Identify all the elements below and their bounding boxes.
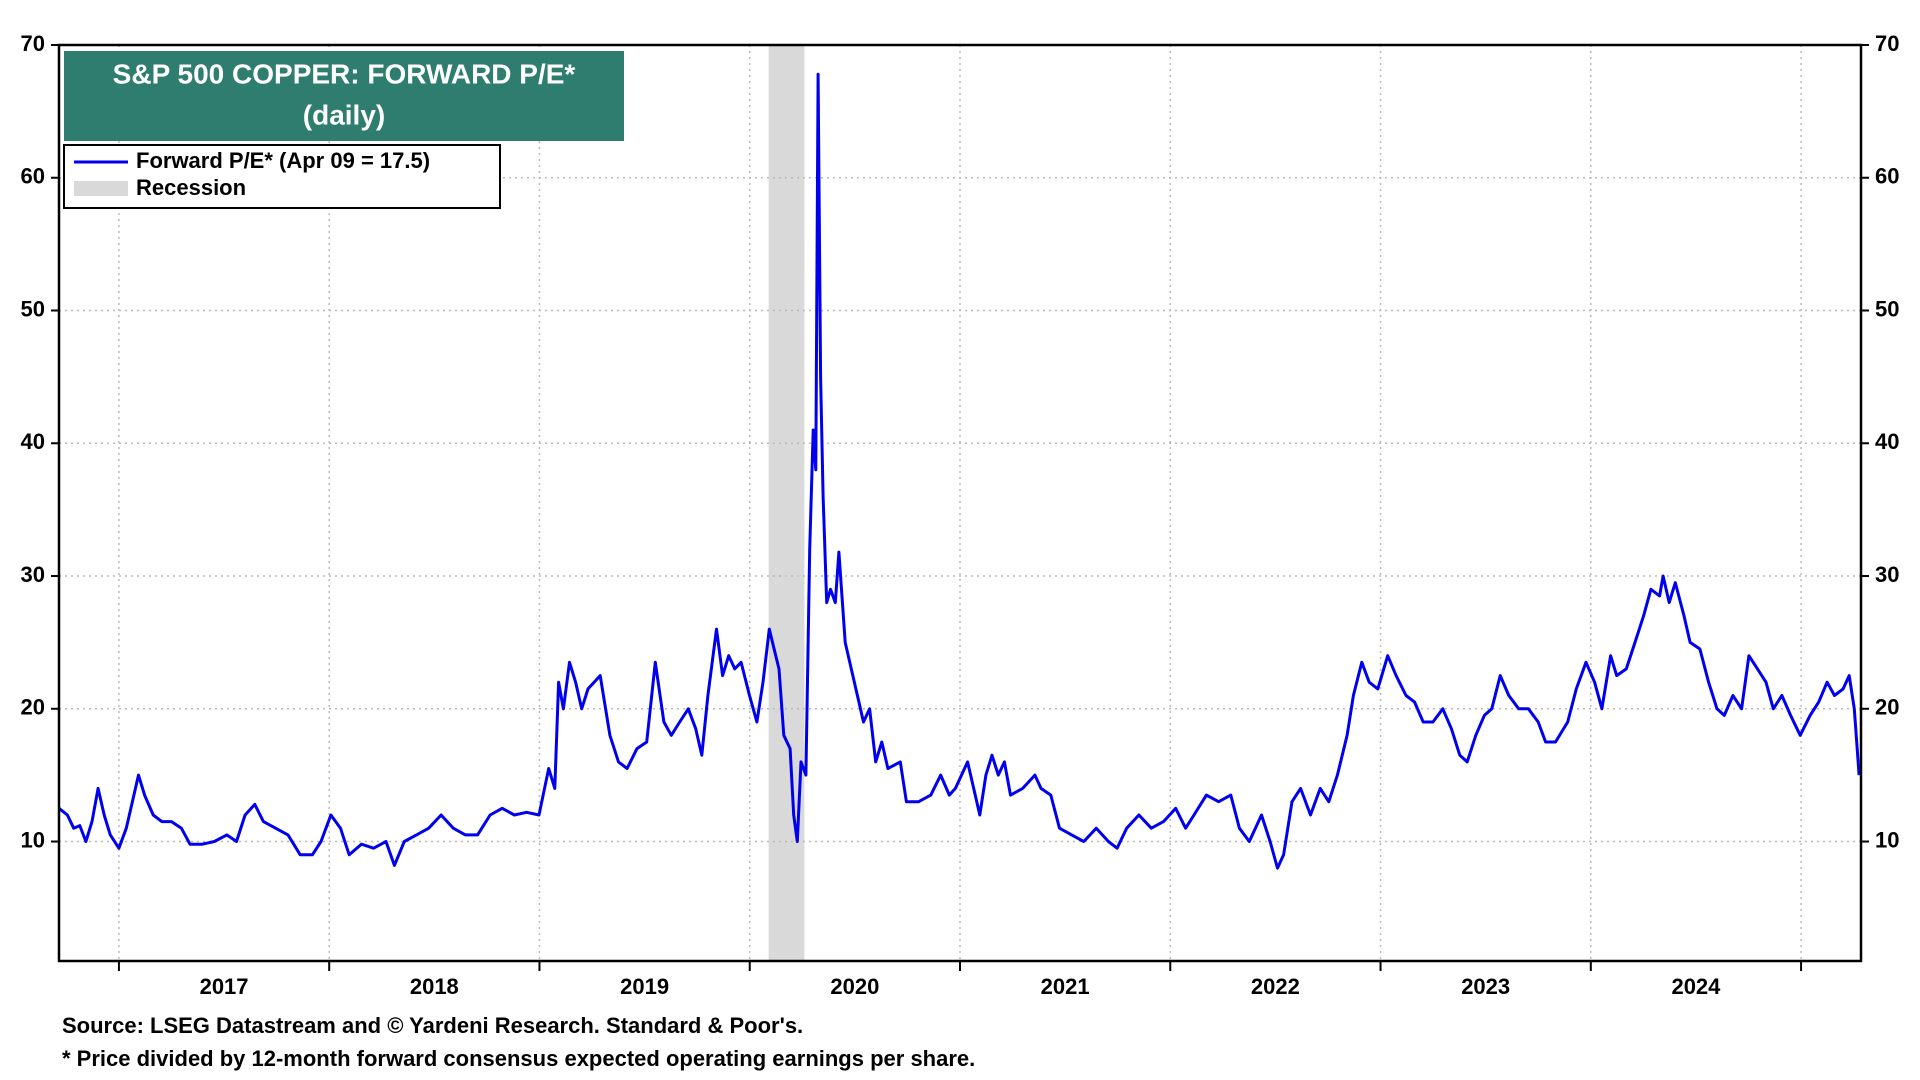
y2-tick-label: 10 bbox=[1875, 827, 1899, 852]
y2-tick-label: 60 bbox=[1875, 164, 1899, 189]
y-tick-label: 10 bbox=[21, 827, 45, 852]
y-tick-label: 30 bbox=[21, 562, 45, 587]
y-tick-label: 50 bbox=[21, 296, 45, 321]
x-tick-label: 2024 bbox=[1671, 974, 1721, 999]
y-tick-label: 20 bbox=[21, 695, 45, 720]
x-tick-label: 2017 bbox=[200, 974, 249, 999]
y2-tick-label: 40 bbox=[1875, 429, 1899, 454]
x-tick-label: 2023 bbox=[1461, 974, 1510, 999]
x-tick-label: 2020 bbox=[830, 974, 879, 999]
chart-title: S&P 500 COPPER: FORWARD P/E* bbox=[113, 58, 576, 89]
legend-label: Forward P/E* (Apr 09 = 17.5) bbox=[136, 148, 430, 173]
legend-box bbox=[63, 144, 501, 209]
footnote: * Price divided by 12-month forward cons… bbox=[62, 1046, 975, 1071]
y-tick-label: 60 bbox=[21, 164, 45, 189]
x-tick-label: 2021 bbox=[1041, 974, 1090, 999]
chart-subtitle: (daily) bbox=[303, 99, 385, 130]
y-tick-label: 70 bbox=[21, 31, 45, 56]
x-tick-label: 2022 bbox=[1251, 974, 1300, 999]
legend-label: Recession bbox=[136, 175, 246, 200]
y2-tick-label: 50 bbox=[1875, 296, 1899, 321]
y-tick-label: 40 bbox=[21, 429, 45, 454]
title-box bbox=[64, 51, 624, 141]
y2-tick-label: 30 bbox=[1875, 562, 1899, 587]
y2-tick-label: 70 bbox=[1875, 31, 1899, 56]
legend-recession-swatch bbox=[74, 181, 128, 196]
source-note: Source: LSEG Datastream and © Yardeni Re… bbox=[62, 1013, 803, 1038]
x-tick-label: 2019 bbox=[620, 974, 669, 999]
data-line bbox=[58, 72, 1861, 870]
plot-frame bbox=[57, 43, 1863, 963]
x-tick-label: 2018 bbox=[410, 974, 459, 999]
y2-tick-label: 20 bbox=[1875, 695, 1899, 720]
